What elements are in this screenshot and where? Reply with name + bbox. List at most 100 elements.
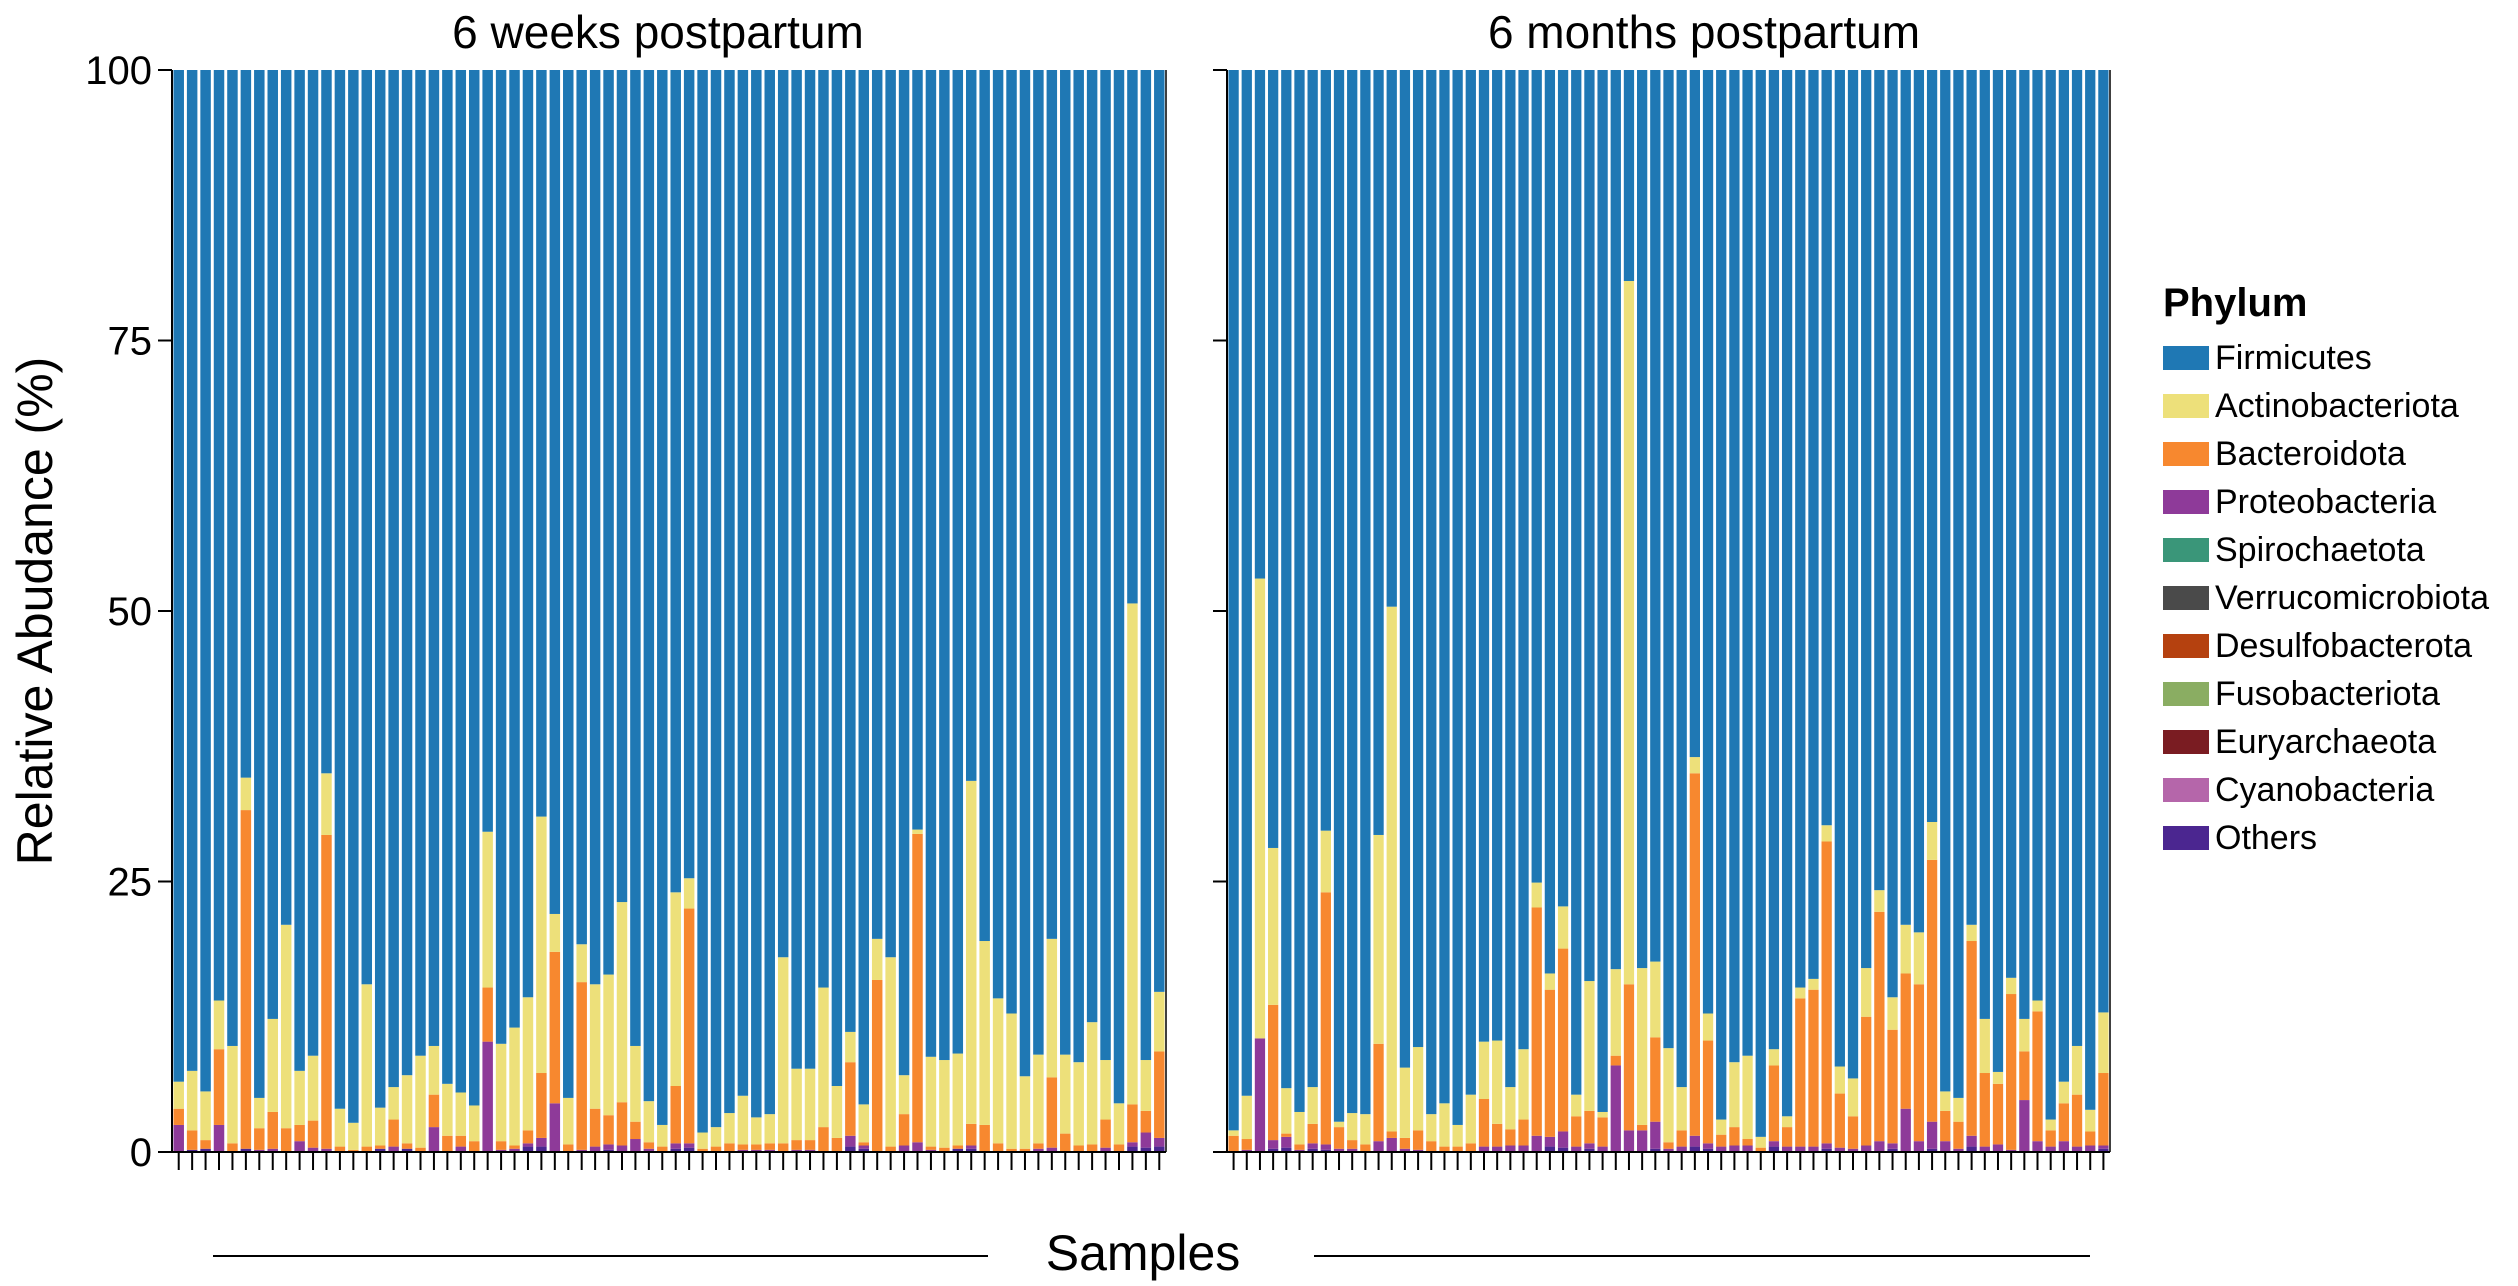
- bar-segment-actinobacteriota-p0-s60: [965, 780, 977, 1124]
- bar-segment-bacteroidota-p1-s7: [1307, 1123, 1318, 1144]
- bar-segment-bacteroidota-p0-s14: [348, 1149, 359, 1152]
- bar-segment-bacteroidota-p0-s55: [898, 1114, 910, 1146]
- bars-6-months: [1228, 70, 2109, 1152]
- bar-segment-bacteroidota-p1-s65: [2071, 1094, 2083, 1147]
- bar-segment-firmicutes-p1-s41: [1755, 70, 1766, 1137]
- bar-segment-actinobacteriota-p0-s73: [1140, 1060, 1152, 1111]
- bar-segment-others-p1-s8: [1320, 1149, 1331, 1152]
- bar-segment-firmicutes-p1-s24: [1531, 70, 1542, 883]
- bar-segment-bacteroidota-p0-s57: [925, 1146, 937, 1150]
- bar-segment-bacteroidota-p0-s66: [1046, 1077, 1058, 1148]
- bar-segment-firmicutes-p0-s16: [374, 70, 386, 1108]
- bar-segment-actinobacteriota-p0-s38: [670, 892, 681, 1086]
- bar-segment-actinobacteriota-p0-s13: [334, 1108, 346, 1147]
- bar-segment-actinobacteriota-p1-s3: [1254, 578, 1266, 1039]
- bar-segment-proteobacteria-p0-s29: [549, 1103, 561, 1152]
- legend-swatch-proteobacteria: [2163, 490, 2209, 514]
- bar-segment-proteobacteria-p1-s42: [1768, 1141, 1780, 1147]
- bar-segment-actinobacteriota-p1-s19: [1465, 1094, 1476, 1144]
- bar-segment-firmicutes-p1-s28: [1584, 70, 1595, 982]
- bar-segment-bacteroidota-p0-s58: [939, 1147, 950, 1152]
- y-tick-label-75: 75: [108, 320, 153, 364]
- bar-segment-firmicutes-p1-s38: [1716, 70, 1727, 1120]
- bar-segment-actinobacteriota-p0-s67: [1060, 1054, 1071, 1134]
- bar-segment-proteobacteria-p1-s4: [1267, 1140, 1279, 1149]
- bar-segment-bacteroidota-p1-s33: [1650, 1037, 1661, 1122]
- bar-segment-proteobacteria-p1-s7: [1307, 1143, 1318, 1149]
- bar-segment-bacteroidota-p1-s15: [1412, 1130, 1424, 1150]
- bar-segment-actinobacteriota-p1-s28: [1584, 981, 1595, 1111]
- bar-segment-firmicutes-p0-s2: [186, 70, 198, 1071]
- bar-segment-proteobacteria-p0-s39: [683, 1143, 695, 1148]
- bar-segment-actinobacteriota-p0-s58: [939, 1060, 950, 1148]
- bar-segment-actinobacteriota-p0-s39: [683, 878, 695, 909]
- bar-segment-proteobacteria-p1-s29: [1597, 1146, 1608, 1152]
- bar-segment-proteobacteria-p0-s28: [536, 1137, 547, 1147]
- bar-segment-actinobacteriota-p0-s19: [415, 1055, 426, 1148]
- y-tick-label-0: 0: [130, 1131, 152, 1175]
- bar-segment-actinobacteriota-p0-s8: [267, 1018, 278, 1112]
- bar-segment-actinobacteriota-p1-s29: [1597, 1111, 1608, 1118]
- bar-segment-firmicutes-p1-s18: [1452, 70, 1463, 1125]
- bar-segment-bacteroidota-p0-s13: [334, 1146, 346, 1152]
- bar-segment-actinobacteriota-p1-s52: [1900, 924, 1911, 974]
- bar-segment-firmicutes-p1-s17: [1439, 70, 1450, 1104]
- bar-segment-bacteroidota-p1-s5: [1281, 1133, 1292, 1137]
- bar-segment-bacteroidota-p0-s18: [401, 1143, 413, 1149]
- bar-segment-actinobacteriota-p1-s7: [1307, 1087, 1318, 1124]
- bar-segment-proteobacteria-p0-s65: [1033, 1148, 1044, 1152]
- bar-segment-actinobacteriota-p0-s11: [307, 1055, 319, 1121]
- bar-segment-firmicutes-p0-s17: [388, 70, 399, 1088]
- bar-segment-proteobacteria-p0-s56: [912, 1142, 923, 1152]
- bar-segment-bacteroidota-p0-s27: [522, 1130, 534, 1144]
- bar-segment-actinobacteriota-p1-s8: [1320, 830, 1331, 893]
- bar-segment-actinobacteriota-p1-s9: [1333, 1121, 1345, 1128]
- bar-segment-proteobacteria-p1-s51: [1887, 1143, 1898, 1149]
- bar-segment-firmicutes-p1-s14: [1399, 70, 1411, 1068]
- bar-segment-firmicutes-p0-s59: [952, 70, 964, 1054]
- bar-segment-actinobacteriota-p0-s17: [388, 1087, 399, 1120]
- bar-segment-proteobacteria-p1-s32: [1637, 1130, 1648, 1152]
- bar-segment-actinobacteriota-p1-s62: [2032, 1000, 2043, 1012]
- bar-segment-actinobacteriota-p1-s57: [1966, 924, 1977, 942]
- bar-segment-bacteroidota-p0-s15: [361, 1146, 373, 1152]
- bar-segment-actinobacteriota-p1-s15: [1412, 1047, 1424, 1131]
- bar-segment-firmicutes-p1-s46: [1821, 70, 1832, 826]
- legend-swatch-others: [2163, 826, 2209, 850]
- bar-segment-firmicutes-p0-s64: [1019, 70, 1031, 1077]
- bar-segment-actinobacteriota-p0-s56: [912, 829, 923, 834]
- bar-segment-actinobacteriota-p1-s1: [1228, 1130, 1239, 1136]
- bar-segment-proteobacteria-p1-s23: [1518, 1145, 1529, 1152]
- bar-segment-proteobacteria-p1-s26: [1557, 1131, 1569, 1148]
- bar-segment-proteobacteria-p1-s65: [2071, 1146, 2083, 1152]
- bar-segment-actinobacteriota-p0-s14: [348, 1122, 359, 1150]
- bar-segment-bacteroidota-p0-s61: [979, 1124, 990, 1152]
- bar-segment-actinobacteriota-p1-s39: [1729, 1062, 1740, 1128]
- bar-segment-bacteroidota-p0-s29: [549, 951, 561, 1104]
- bar-segment-firmicutes-p1-s2: [1241, 70, 1252, 1096]
- bar-segment-proteobacteria-p1-s53: [1913, 1141, 1925, 1152]
- bar-segment-firmicutes-p0-s29: [549, 70, 561, 914]
- bar-segment-actinobacteriota-p0-s74: [1154, 991, 1165, 1052]
- bar-segment-actinobacteriota-p0-s70: [1100, 1060, 1111, 1120]
- bar-segment-others-p0-s39: [683, 1147, 695, 1152]
- bar-segment-actinobacteriota-p1-s21: [1492, 1040, 1503, 1124]
- bar-segment-actinobacteriota-p0-s51: [845, 1031, 856, 1063]
- bar-segment-firmicutes-p0-s28: [536, 70, 547, 817]
- bar-segment-firmicutes-p0-s39: [683, 70, 695, 879]
- bar-segment-actinobacteriota-p1-s49: [1861, 968, 1872, 1017]
- bar-segment-others-p1-s28: [1584, 1148, 1595, 1152]
- bar-segment-bacteroidota-p0-s5: [227, 1143, 238, 1152]
- bar-segment-bacteroidota-p1-s13: [1386, 1131, 1397, 1138]
- bar-segment-firmicutes-p1-s65: [2071, 70, 2083, 1046]
- bar-segment-actinobacteriota-p0-s2: [186, 1070, 198, 1131]
- bar-segment-bacteroidota-p0-s9: [280, 1128, 292, 1152]
- bar-segment-bacteroidota-p1-s37: [1702, 1040, 1714, 1144]
- bar-segment-firmicutes-p1-s30: [1610, 70, 1621, 970]
- bar-segment-firmicutes-p0-s22: [455, 70, 467, 1093]
- bar-segment-proteobacteria-p1-s56: [1953, 1148, 1964, 1152]
- bar-segment-firmicutes-p1-s31: [1623, 70, 1635, 281]
- y-axis: 0 25 50 75 100: [85, 49, 173, 1175]
- bar-segment-bacteroidota-p0-s73: [1140, 1110, 1152, 1133]
- bar-segment-actinobacteriota-p0-s6: [240, 777, 252, 811]
